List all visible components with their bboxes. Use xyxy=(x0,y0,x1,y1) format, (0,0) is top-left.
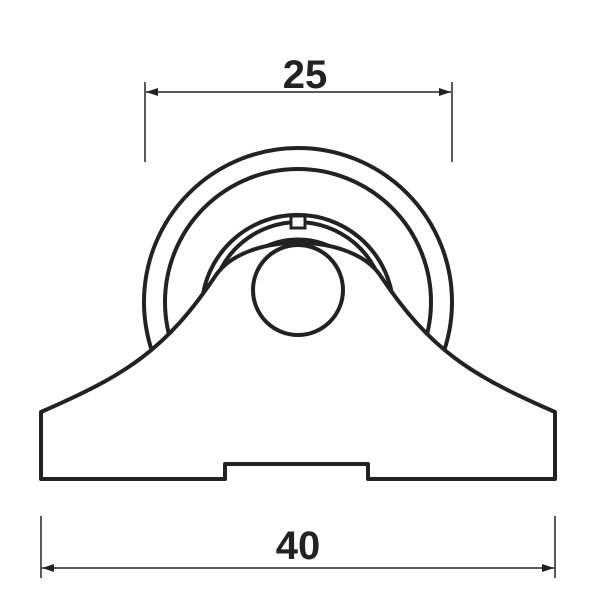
top-dimension xyxy=(144,82,453,162)
bottom-dimension-label: 40 xyxy=(276,524,321,568)
bracket-body xyxy=(39,240,557,481)
axle-hole xyxy=(251,243,345,337)
top-dimension-label: 25 xyxy=(283,53,328,97)
bottom-dimension xyxy=(40,516,556,578)
wheel-key xyxy=(289,214,307,230)
